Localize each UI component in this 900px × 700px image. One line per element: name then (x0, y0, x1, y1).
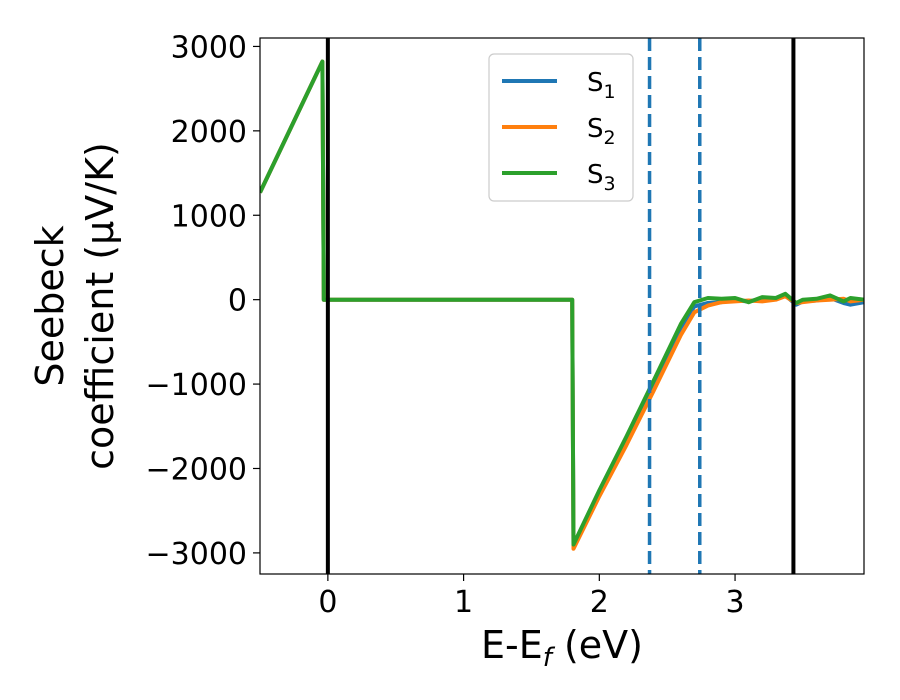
x-tick-label: 0 (318, 585, 337, 620)
y-tick-label: 0 (228, 284, 247, 319)
x-axis-label-unit: (eV) (552, 623, 643, 667)
series-line-3 (260, 59, 864, 547)
y-axis-label-line1: Seebeck (28, 225, 72, 386)
legend: S1 S2 S3 (488, 53, 634, 202)
ticks-layer: 0 1 2 3 3000 2000 1000 0 −1000 −2000 −3000 (146, 30, 745, 620)
legend-label-1: S1 (587, 68, 616, 103)
x-axis-label-main: E-E (481, 623, 543, 667)
plot-frame (259, 37, 865, 575)
y-tick-label: −3000 (146, 537, 247, 572)
series-layer (260, 59, 864, 551)
y-tick-label: 2000 (171, 115, 247, 150)
y-tick-label: −1000 (146, 368, 247, 403)
x-axis-label: E-Ef (eV) (481, 623, 643, 673)
vertical-lines-layer (325, 38, 796, 574)
y-tick-label: 3000 (171, 30, 247, 65)
y-axis-label-line2: coefficient (μV/K) (78, 142, 122, 470)
x-tick-label: 2 (590, 585, 609, 620)
legend-box (488, 53, 634, 202)
legend-label-2: S2 (587, 114, 616, 149)
x-tick-label: 1 (454, 585, 473, 620)
y-axis-label: Seebeck coefficient (μV/K) (28, 142, 122, 470)
y-tick-label: 1000 (171, 199, 247, 234)
x-tick-label: 3 (726, 585, 745, 620)
legend-label-3: S3 (587, 160, 616, 195)
y-tick-label: −2000 (146, 452, 247, 487)
